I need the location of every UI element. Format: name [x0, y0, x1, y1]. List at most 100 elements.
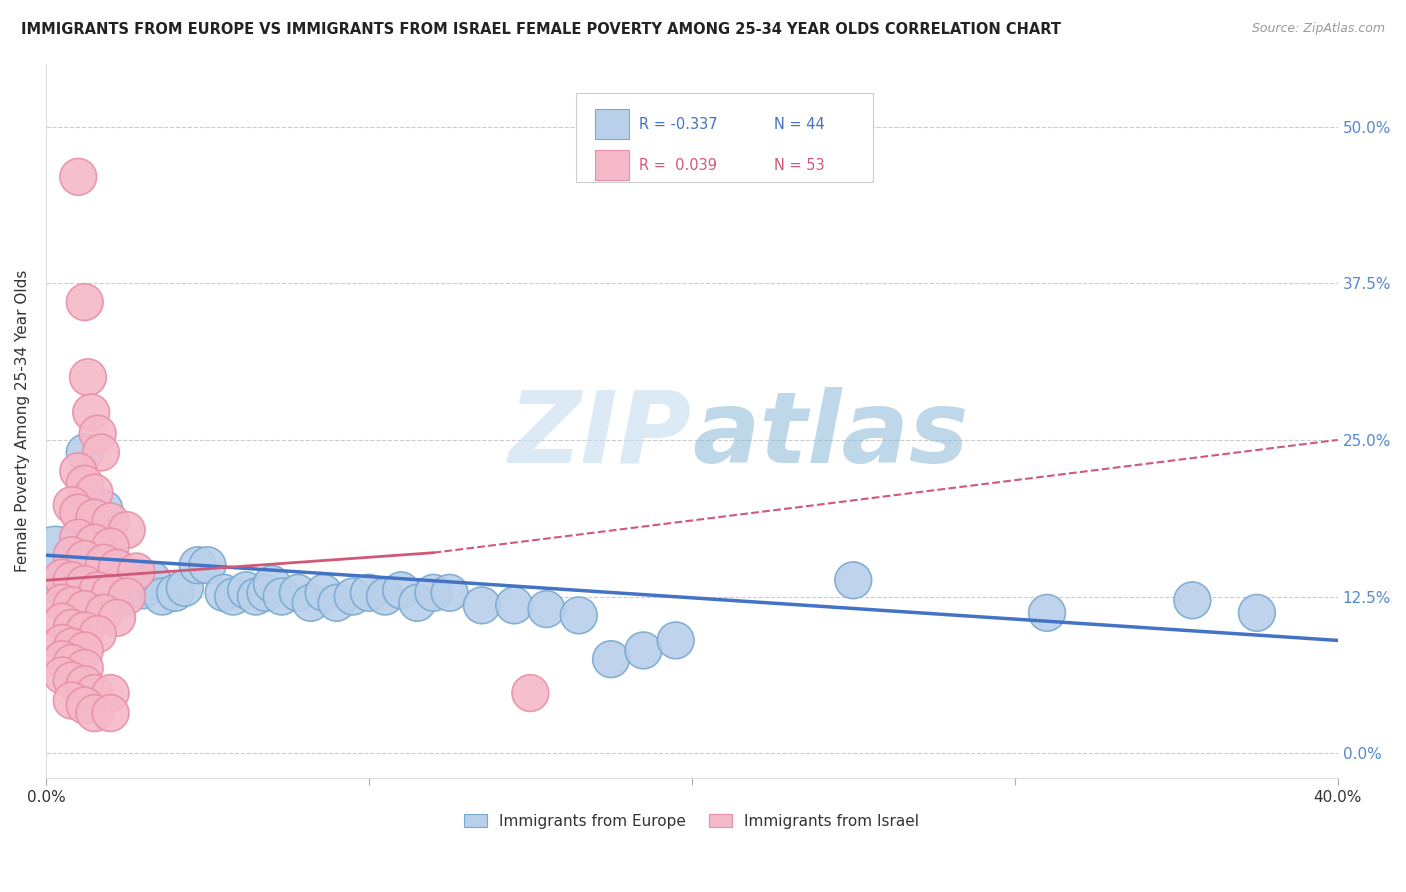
Point	[125, 565, 148, 579]
Point	[83, 706, 105, 720]
Point	[83, 686, 105, 700]
Point	[60, 548, 83, 562]
Point	[342, 590, 364, 604]
Point	[422, 586, 444, 600]
Point	[633, 643, 655, 657]
FancyBboxPatch shape	[575, 93, 873, 182]
Point	[51, 636, 73, 650]
Point	[73, 677, 96, 691]
Point	[1181, 593, 1204, 607]
Point	[1036, 606, 1059, 620]
Point	[519, 686, 541, 700]
Point	[173, 581, 195, 595]
Point	[389, 583, 412, 598]
Point	[73, 476, 96, 491]
Point	[270, 590, 292, 604]
Point	[312, 586, 335, 600]
Point	[100, 686, 122, 700]
Text: R =  0.039: R = 0.039	[638, 158, 717, 173]
Point	[73, 445, 96, 459]
Point	[222, 590, 245, 604]
Point	[115, 568, 138, 582]
Point	[73, 602, 96, 616]
Point	[115, 590, 138, 604]
Point	[245, 590, 267, 604]
Point	[73, 624, 96, 638]
Point	[100, 706, 122, 720]
Point	[73, 661, 96, 675]
Point	[299, 596, 322, 610]
Point	[60, 621, 83, 635]
Point	[406, 596, 429, 610]
Point	[165, 586, 187, 600]
Point	[503, 599, 526, 613]
Point	[86, 583, 108, 598]
Point	[100, 540, 122, 554]
FancyBboxPatch shape	[595, 151, 628, 180]
Text: ZIP: ZIP	[509, 387, 692, 484]
Point	[1246, 606, 1268, 620]
Point	[105, 560, 128, 574]
Point	[374, 590, 396, 604]
Point	[51, 571, 73, 585]
Point	[60, 656, 83, 670]
Point	[73, 295, 96, 310]
Point	[93, 556, 115, 570]
Point	[125, 577, 148, 591]
Point	[536, 602, 558, 616]
Text: N = 53: N = 53	[775, 158, 825, 173]
Point	[73, 552, 96, 566]
Point	[60, 599, 83, 613]
Point	[60, 673, 83, 688]
Point	[471, 599, 494, 613]
Point	[665, 633, 688, 648]
Point	[287, 586, 309, 600]
Point	[86, 627, 108, 641]
Point	[187, 558, 209, 573]
Point	[100, 586, 122, 600]
Point	[73, 643, 96, 657]
Point	[67, 531, 90, 545]
Point	[105, 560, 128, 574]
Point	[93, 606, 115, 620]
Point	[73, 577, 96, 591]
Point	[73, 698, 96, 713]
Point	[325, 596, 347, 610]
Point	[83, 485, 105, 500]
Point	[93, 501, 115, 516]
Text: Source: ZipAtlas.com: Source: ZipAtlas.com	[1251, 22, 1385, 36]
FancyBboxPatch shape	[595, 109, 628, 139]
Point	[568, 608, 591, 623]
Point	[83, 510, 105, 524]
Text: N = 44: N = 44	[775, 117, 825, 131]
Point	[105, 611, 128, 625]
Point	[141, 574, 163, 588]
Point	[45, 552, 67, 566]
Point	[439, 586, 461, 600]
Point	[83, 527, 105, 541]
Point	[77, 370, 100, 384]
Point	[58, 577, 80, 591]
Point	[254, 586, 277, 600]
Point	[260, 577, 283, 591]
Point	[132, 583, 155, 598]
Point	[51, 652, 73, 666]
Point	[83, 535, 105, 549]
Point	[86, 426, 108, 441]
Point	[235, 583, 257, 598]
Point	[60, 693, 83, 707]
Point	[212, 586, 235, 600]
Y-axis label: Female Poverty Among 25-34 Year Olds: Female Poverty Among 25-34 Year Olds	[15, 270, 30, 573]
Point	[100, 515, 122, 529]
Point	[60, 640, 83, 654]
Point	[60, 574, 83, 588]
Point	[600, 652, 623, 666]
Point	[51, 668, 73, 682]
Point	[67, 506, 90, 520]
Point	[90, 445, 112, 459]
Point	[842, 574, 865, 588]
Legend: Immigrants from Europe, Immigrants from Israel: Immigrants from Europe, Immigrants from …	[458, 807, 925, 835]
Point	[197, 558, 219, 573]
Point	[67, 169, 90, 184]
Point	[150, 590, 173, 604]
